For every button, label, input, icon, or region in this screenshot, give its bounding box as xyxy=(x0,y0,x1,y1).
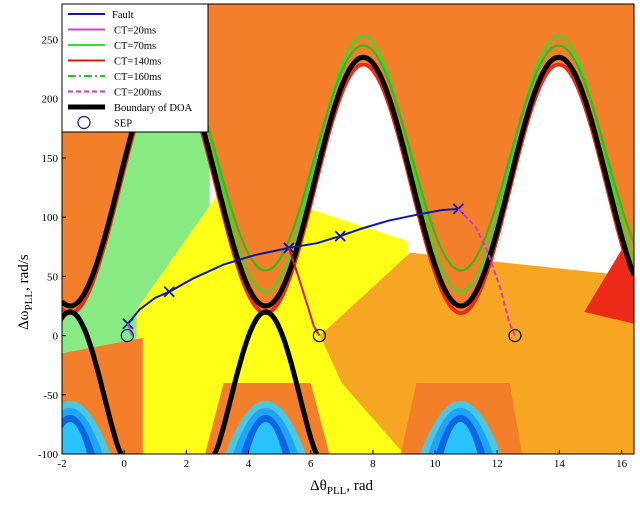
y-tick-label: 0 xyxy=(53,331,59,343)
plot-frame xyxy=(61,3,635,455)
y-tick-label: 50 xyxy=(47,271,59,283)
red-right-region xyxy=(584,229,634,324)
x-tick-label: 6 xyxy=(308,458,314,470)
fault-marker xyxy=(334,230,346,242)
y-axis-label: ΔωPLL, rad/s xyxy=(16,254,35,330)
legend-swatch xyxy=(77,115,91,130)
series-line xyxy=(287,247,321,337)
x-tick-label: -2 xyxy=(57,458,66,470)
legend-label: CT=70ms xyxy=(114,41,156,52)
x-tick-label: 10 xyxy=(430,458,442,470)
x-axis-symbol: Δθ xyxy=(310,478,327,494)
series-line xyxy=(126,323,133,336)
legend-label: CT=140ms xyxy=(114,57,161,68)
dip-gradient xyxy=(62,422,88,454)
y-tick-label: 150 xyxy=(42,153,59,165)
x-tick-label: 4 xyxy=(246,458,252,470)
axis-ticks: -2 0 2 4 6 8 10 12 14 16 -100 -50 0 50 100 150 200 250 xyxy=(38,35,628,470)
legend-label: Boundary of DOA xyxy=(114,103,193,114)
series-line xyxy=(457,208,516,337)
sep-marker xyxy=(312,328,326,343)
legend-label: CT=160ms xyxy=(114,72,161,83)
y-tick-label: -50 xyxy=(43,390,58,402)
y-tick-label: -100 xyxy=(38,449,59,461)
x-axis-unit: , rad xyxy=(346,478,373,494)
y-axis-unit: , rad/s xyxy=(16,254,32,291)
boundary-lower-arch xyxy=(212,309,320,454)
svg-text:ΔθPLL, rad: ΔθPLL, rad xyxy=(310,478,374,497)
x-tick-label: 2 xyxy=(184,458,190,470)
legend-label: SEP xyxy=(114,119,132,130)
dip-gradient xyxy=(248,422,283,454)
svg-text:ΔωPLL, rad/s: ΔωPLL, rad/s xyxy=(16,254,35,330)
x-tick-label: 12 xyxy=(492,458,503,470)
x-axis-subscript: PLL xyxy=(327,485,347,497)
light-orange-region xyxy=(320,252,634,454)
fault-marker xyxy=(163,286,175,298)
sep-marker xyxy=(120,328,134,343)
x-axis-label: ΔθPLL, rad xyxy=(310,478,374,497)
y-axis-symbol: Δω xyxy=(16,310,32,330)
y-tick-label: 100 xyxy=(42,212,59,224)
legend-box xyxy=(61,3,209,133)
ct160-envelope-inner xyxy=(160,44,634,272)
legend-label: Fault xyxy=(112,10,134,21)
x-tick-label: 14 xyxy=(554,458,566,470)
legend: Fault CT=20ms CT=70ms CT=140ms CT=160ms CT=20… xyxy=(61,3,209,133)
y-tick-label: 200 xyxy=(42,94,59,106)
y-tick-label: 250 xyxy=(42,35,59,47)
y-axis-subscript: PLL xyxy=(23,291,35,311)
legend-label: CT=20ms xyxy=(114,26,156,37)
sep-marker xyxy=(508,328,522,343)
x-tick-label: 16 xyxy=(616,458,628,470)
legend-label: CT=200ms xyxy=(114,88,161,99)
x-tick-label: 0 xyxy=(121,458,127,470)
dip-gradient xyxy=(443,422,478,454)
boundary-lower-arch xyxy=(62,309,124,454)
x-tick-label: 8 xyxy=(370,458,376,470)
